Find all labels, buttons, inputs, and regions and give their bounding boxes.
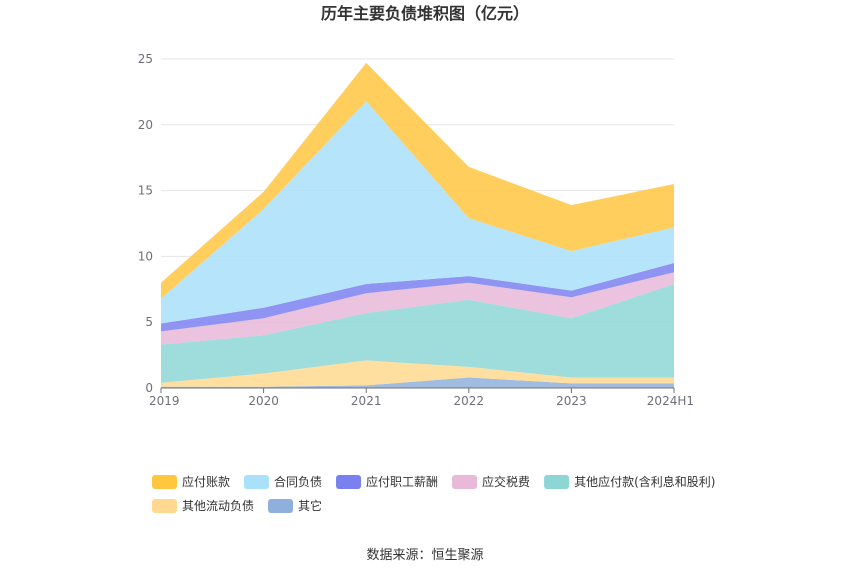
y-tick-label: 20: [138, 118, 153, 132]
area-series-0: [161, 377, 674, 388]
legend-label: 其他流动负债: [182, 499, 254, 513]
x-tick-label: 2019: [149, 394, 180, 408]
x-tick-label: 2024H1: [647, 394, 694, 408]
y-tick-label: 5: [145, 315, 153, 329]
legend-label: 应付职工薪酬: [366, 474, 438, 489]
legend-label: 应交税费: [482, 474, 530, 489]
legend-swatch: [244, 475, 270, 489]
area-series-3: [161, 272, 674, 345]
x-tick-label: 2020: [248, 394, 279, 408]
chart-title: 历年主要负债堆积图（亿元）: [321, 4, 529, 23]
legend-swatch: [336, 475, 362, 489]
legend-label: 应付账款: [182, 474, 230, 489]
x-tick-label: 2021: [351, 394, 382, 408]
legend: 应付账款 合同负债 应付职工薪酬 应交税费 其他应付款(含利息和股利) 其他流动负债 其它: [152, 474, 715, 513]
legend-swatch: [152, 499, 177, 513]
legend-swatch: [268, 499, 294, 513]
legend-swatch: [452, 475, 478, 489]
y-tick-label: 15: [138, 184, 153, 198]
x-tick-label: 2022: [454, 394, 485, 408]
area-series-1: [161, 360, 674, 387]
area-series-group: [161, 62, 674, 388]
area-series-2: [161, 284, 674, 383]
area-series-4: [161, 263, 674, 332]
area-series-6: [161, 62, 674, 299]
legend-label: 其他应付款(含利息和股利): [574, 474, 715, 489]
legend-swatch: [152, 475, 177, 489]
x-tick-label: 2023: [556, 394, 587, 408]
area-series-5: [161, 101, 674, 324]
data-source-note: 数据来源：恒生聚源: [366, 548, 483, 563]
axes: 0 5 10 15 20 25 2019 2020 2021 2022 2023 2024H1: [138, 52, 694, 408]
legend-label: 其它: [298, 498, 322, 513]
legend-label: 合同负债: [274, 474, 322, 489]
y-tick-label: 25: [138, 52, 153, 66]
y-tick-label: 0: [145, 381, 153, 395]
y-tick-label: 10: [138, 249, 153, 263]
legend-swatch: [544, 475, 570, 489]
